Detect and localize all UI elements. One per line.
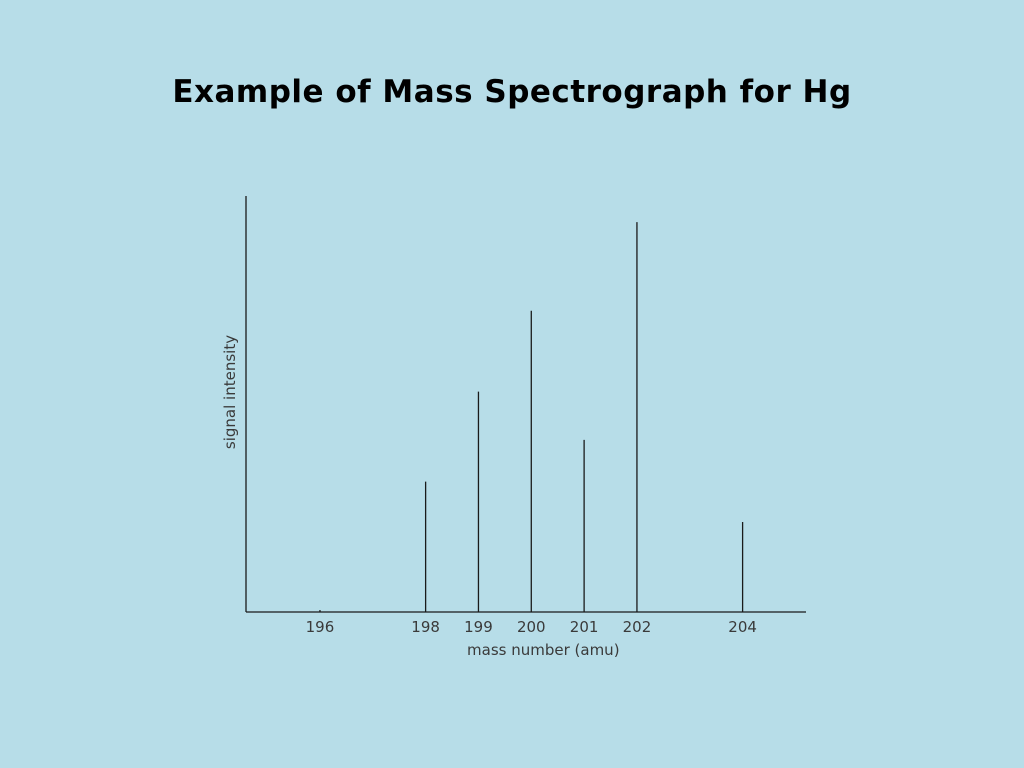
- chart-peaks: [319, 222, 744, 612]
- x-tick-label: 198: [411, 618, 440, 636]
- x-axis-label: mass number (amu): [467, 641, 620, 659]
- y-axis-label: signal intensity: [221, 335, 239, 449]
- chart-axes: [245, 196, 806, 613]
- x-tick-label: 202: [623, 618, 652, 636]
- x-tick-label: 200: [517, 618, 546, 636]
- x-tick-label: 196: [306, 618, 335, 636]
- x-tick-label: 204: [728, 618, 757, 636]
- x-tick-label: 199: [464, 618, 493, 636]
- chart-tick-labels: 196 198 199 200 201 202 204: [306, 618, 757, 636]
- x-tick-label: 201: [570, 618, 599, 636]
- slide-title: Example of Mass Spectrograph for Hg: [172, 74, 852, 110]
